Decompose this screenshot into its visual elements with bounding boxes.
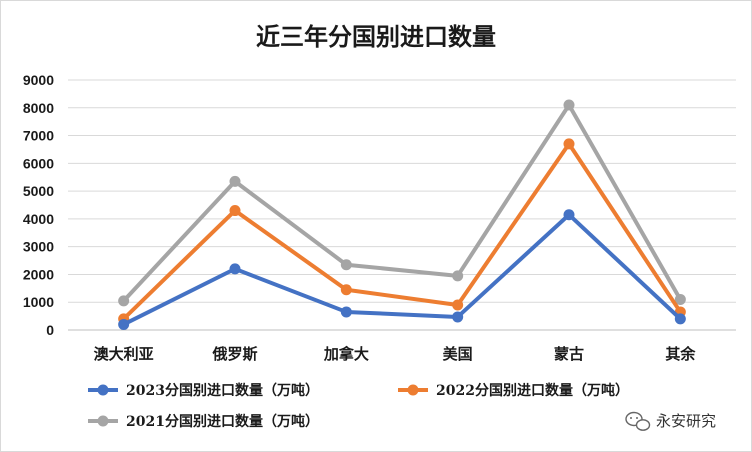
legend-entry: 2023分国别进口数量（万吨） xyxy=(88,382,319,399)
legend-entry: 2022分国别进口数量（万吨） xyxy=(398,382,629,399)
legend-entry: 2021分国别进口数量（万吨） xyxy=(88,413,319,430)
x-category-label: 澳大利亚 xyxy=(94,345,154,363)
data-point xyxy=(674,313,686,325)
data-point xyxy=(674,293,686,305)
legend-swatch-marker xyxy=(97,415,109,427)
x-category-label: 加拿大 xyxy=(323,345,369,363)
series-2 xyxy=(118,99,686,307)
y-tick-label: 6000 xyxy=(23,155,54,171)
chart-title: 近三年分国别进口数量 xyxy=(256,22,496,51)
y-tick-label: 9000 xyxy=(23,72,54,88)
data-point xyxy=(229,175,241,187)
data-point xyxy=(452,299,464,311)
data-point xyxy=(118,318,130,330)
data-point xyxy=(563,99,575,111)
y-tick-label: 5000 xyxy=(23,183,54,199)
data-point xyxy=(229,263,241,275)
x-category-label: 美国 xyxy=(443,345,473,363)
series-line xyxy=(121,103,683,303)
legend-swatch-marker xyxy=(97,384,109,396)
y-tick-label: 1000 xyxy=(23,294,54,310)
series-line xyxy=(121,141,683,321)
legend-swatch-marker xyxy=(407,384,419,396)
x-category-label: 蒙古 xyxy=(554,345,584,363)
data-point xyxy=(340,284,352,296)
wechat-icon xyxy=(625,411,651,431)
watermark: 永安研究 xyxy=(625,411,716,431)
legend-label: 2021分国别进口数量（万吨） xyxy=(126,413,319,430)
y-tick-label: 3000 xyxy=(23,239,54,255)
data-point xyxy=(229,205,241,217)
x-category-label: 其余 xyxy=(665,345,696,363)
series-line xyxy=(121,212,683,327)
data-point xyxy=(340,259,352,271)
data-point xyxy=(118,295,130,307)
data-point xyxy=(452,270,464,282)
y-tick-label: 8000 xyxy=(23,100,54,116)
data-point xyxy=(563,209,575,221)
x-category-label: 俄罗斯 xyxy=(211,345,257,363)
y-tick-label: 4000 xyxy=(23,211,54,227)
watermark-text: 永安研究 xyxy=(656,412,716,430)
y-tick-label: 2000 xyxy=(23,266,54,282)
data-point xyxy=(340,306,352,318)
y-tick-label: 7000 xyxy=(23,128,54,144)
series-1 xyxy=(118,138,686,325)
y-tick-label: 0 xyxy=(46,322,54,338)
series-0 xyxy=(118,209,686,330)
legend-label: 2023分国别进口数量（万吨） xyxy=(126,382,319,399)
data-point xyxy=(452,311,464,323)
legend-label: 2022分国别进口数量（万吨） xyxy=(436,382,629,399)
data-point xyxy=(563,138,575,150)
